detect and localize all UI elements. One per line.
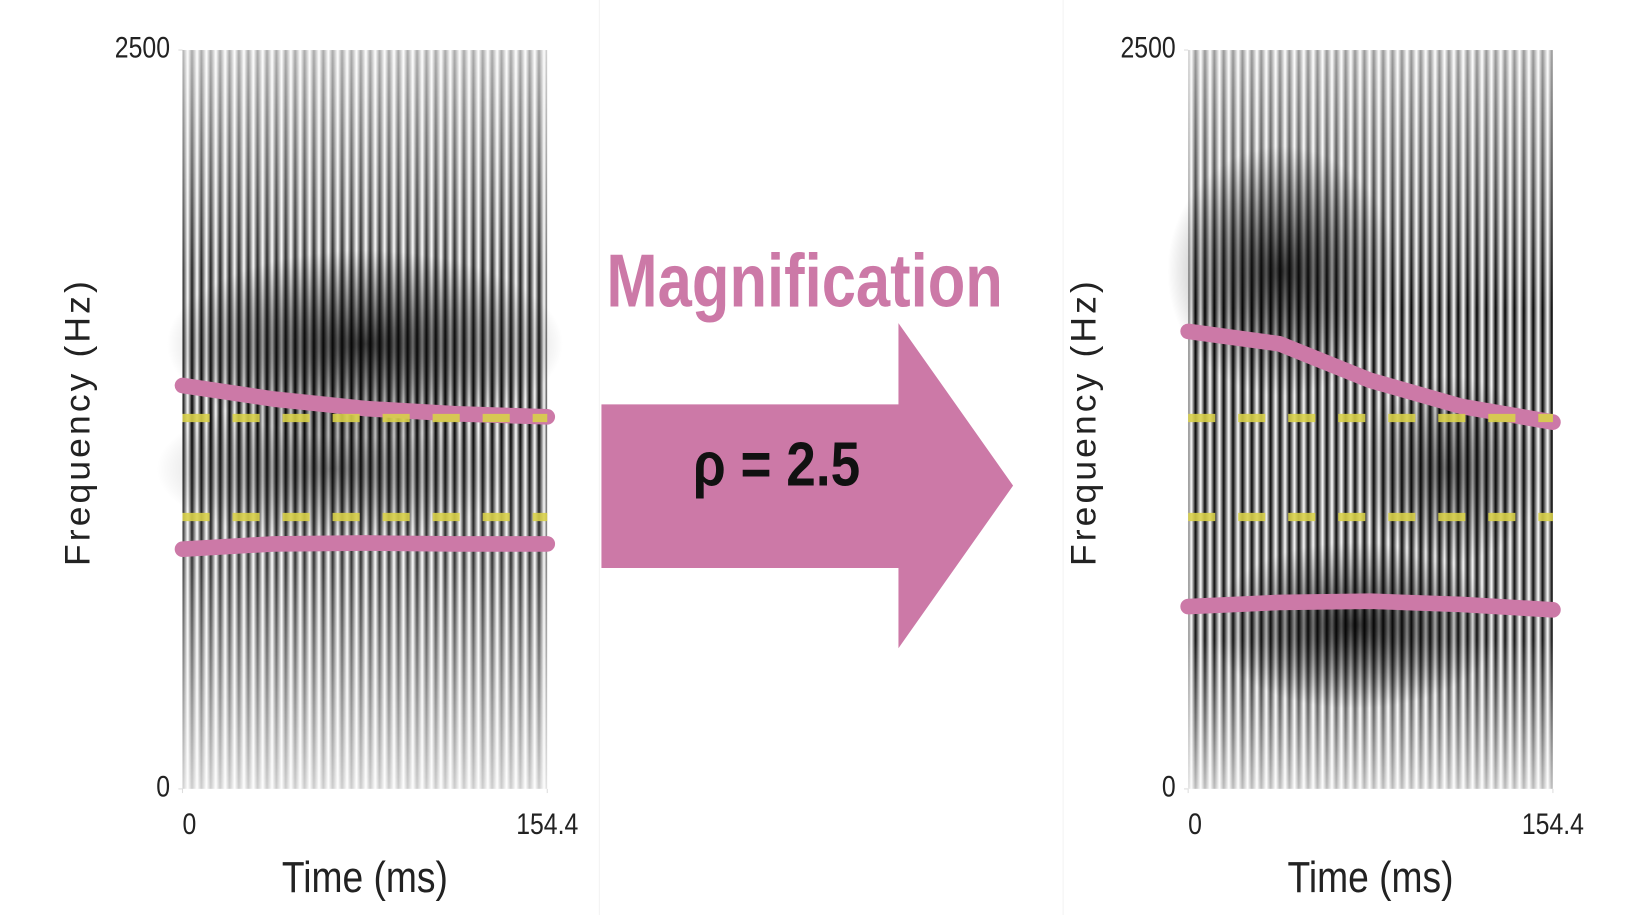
- series-line: [1188, 601, 1553, 610]
- page: Magnification ρ = 2.5 0 2500 0 154.4 Time (m…: [0, 0, 1626, 915]
- y-tick-label: 2500: [115, 31, 170, 64]
- series-line: [183, 543, 548, 549]
- arrow-label: ρ = 2.5: [693, 429, 860, 499]
- y-axis-label: Frequency (Hz): [1063, 278, 1103, 566]
- x-tick-label: 0: [183, 807, 197, 840]
- y-tick-label: 0: [1162, 770, 1176, 803]
- y-axis-label: Frequency (Hz): [58, 278, 98, 566]
- x-axis-label: Time (ms): [282, 852, 448, 902]
- x-tick-label: 0: [1188, 807, 1202, 840]
- arrow-title: Magnification: [606, 239, 1002, 323]
- x-axis-label: Time (ms): [1288, 852, 1454, 902]
- y-tick-label: 0: [156, 770, 170, 803]
- x-tick-label: 154.4: [516, 807, 578, 840]
- y-tick-label: 2500: [1120, 31, 1175, 64]
- figure: Magnification ρ = 2.5 0 2500 0 154.4 Time (m…: [0, 0, 1626, 915]
- x-tick-label: 154.4: [1522, 807, 1584, 840]
